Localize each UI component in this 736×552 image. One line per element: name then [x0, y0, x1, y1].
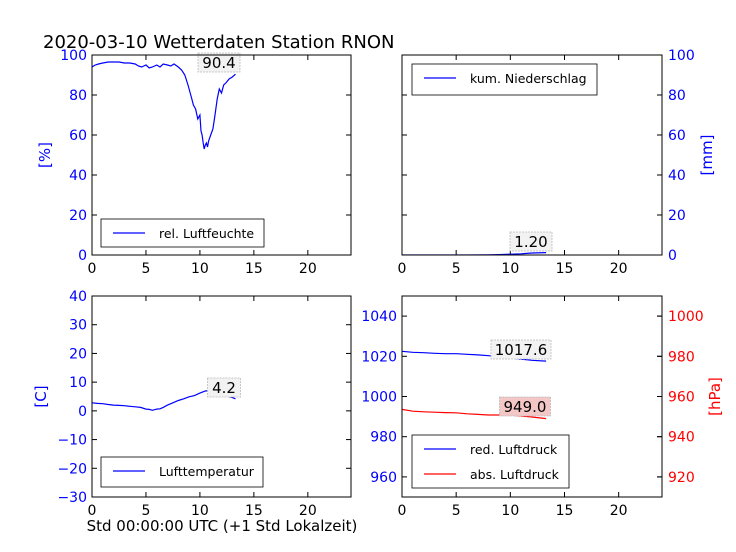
y-tick-label: 80	[668, 88, 686, 104]
y-tick-label: 20	[668, 208, 686, 224]
panel-pressure: 0 5 10 15 20 960 980 1000 1020 1040 920 940 960 980 10…	[361, 295, 724, 519]
plot-frame	[401, 295, 663, 498]
x-tick-label: 20	[299, 503, 317, 519]
x-tick-label: 20	[610, 261, 628, 277]
y-tick-label: 40	[69, 168, 87, 184]
x-tick-label: 20	[610, 503, 628, 519]
x-tick-label: 0	[88, 261, 97, 277]
x-tick-label: 15	[556, 503, 574, 519]
annotation-label: 949.0	[504, 398, 547, 416]
panel-precipitation: 0 5 10 15 20 0 20 40 60 80 100 [mm] 1.20 kum. Nieders…	[398, 48, 716, 277]
y-tick-label: 30	[69, 318, 87, 334]
y-tick-label: 100	[60, 48, 87, 64]
y2-axis-label: [hPa]	[706, 377, 724, 416]
annotation-label: 1017.6	[495, 341, 548, 359]
x-tick-label: 0	[88, 503, 97, 519]
annotation-box	[207, 377, 241, 398]
legend-box	[100, 456, 264, 488]
annotation-box	[197, 52, 241, 73]
x-tick-label: 10	[191, 503, 209, 519]
y-tick-label: 20	[69, 208, 87, 224]
x-tick-label: 5	[141, 503, 150, 519]
x-tick-label: 5	[452, 503, 461, 519]
annotation-label: 1.20	[514, 233, 547, 251]
legend-box	[411, 63, 598, 96]
plot-frame	[91, 54, 352, 256]
y-tick-label: −20	[57, 461, 87, 477]
y-tick-label: 40	[69, 289, 87, 305]
y-tick-label: −30	[57, 490, 87, 506]
y-tick-label: 1000	[361, 390, 397, 406]
x-tick-label: 15	[245, 261, 263, 277]
y-tick-label: 1040	[361, 309, 397, 325]
x-tick-label: 10	[501, 261, 519, 277]
y-axis-label: [mm]	[698, 135, 716, 176]
y-tick-label: 980	[370, 430, 397, 446]
y-tick-label: 60	[69, 128, 87, 144]
annotation-box	[509, 231, 553, 252]
x-tick-label: 0	[398, 503, 407, 519]
y-tick-label: 0	[668, 248, 677, 264]
x-tick-label: 10	[191, 261, 209, 277]
panel-humidity: 0 5 10 15 20 0 20 40 60 80 100 [%] 90.4 rel. Luftfeuc…	[36, 48, 352, 277]
x-tick-label: 20	[299, 261, 317, 277]
x-tick-label: 15	[556, 261, 574, 277]
y-axis-label: [%]	[36, 142, 54, 168]
y-tick-label: 10	[69, 375, 87, 391]
y2-tick-label: 980	[668, 349, 695, 365]
panel-temperature: 0 5 10 15 20 −30 −20 −10 0 10 20 30 40 [C] 4.2 Lufttemp…	[32, 289, 352, 519]
y-tick-label: 0	[78, 404, 87, 420]
annotation-box	[499, 396, 551, 417]
figure-title: 2020-03-10 Wetterdaten Station RNON	[43, 32, 394, 53]
plot-frame	[401, 54, 663, 256]
series-line-rel-luftfeuchte	[92, 61, 236, 150]
y-tick-label: 0	[78, 248, 87, 264]
legend-box	[411, 434, 570, 489]
y2-tick-label: 1000	[668, 309, 704, 325]
x-tick-label: 15	[245, 503, 263, 519]
legend-entry: kum. Niederschlag	[470, 71, 587, 86]
y-tick-label: 60	[668, 128, 686, 144]
x-tick-label: 10	[501, 503, 519, 519]
y-tick-label: 40	[668, 168, 686, 184]
legend-entry: red. Luftdruck	[470, 442, 558, 457]
x-tick-label: 0	[398, 261, 407, 277]
y2-tick-label: 920	[668, 470, 695, 486]
y-tick-label: 1020	[361, 349, 397, 365]
plot-frame	[91, 295, 352, 498]
x-axis-label: Std 00:00:00 UTC (+1 Std Lokalzeit)	[87, 517, 358, 535]
legend-entry: abs. Luftdruck	[470, 467, 560, 482]
y2-tick-label: 940	[668, 430, 695, 446]
x-tick-label: 5	[141, 261, 150, 277]
y-tick-label: 80	[69, 88, 87, 104]
y-tick-label: 100	[668, 48, 695, 64]
y-tick-label: 20	[69, 346, 87, 362]
y-axis-label: [C]	[32, 385, 50, 407]
y2-tick-label: 960	[668, 390, 695, 406]
legend-entry: rel. Luftfeuchte	[159, 226, 254, 241]
y-tick-label: 960	[370, 470, 397, 486]
legend-entry: Lufttemperatur	[159, 464, 255, 479]
x-tick-label: 5	[452, 261, 461, 277]
annotation-label: 4.2	[212, 379, 236, 397]
annotation-label: 90.4	[202, 54, 235, 72]
annotation-box	[490, 339, 552, 360]
y-tick-label: −10	[57, 433, 87, 449]
